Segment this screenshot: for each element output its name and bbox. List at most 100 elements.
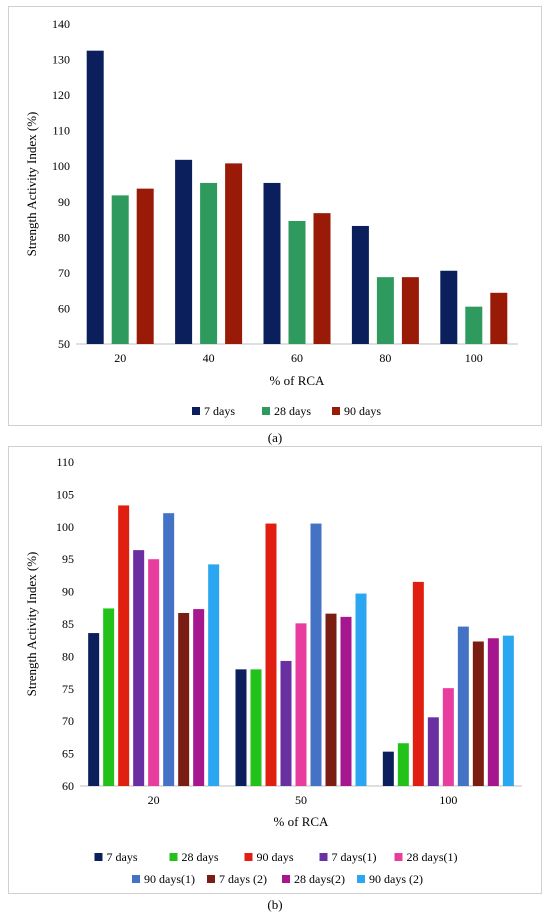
- chart-a-ytick-label: 50: [58, 337, 70, 351]
- chart-b-legend-label: 28 days(1): [407, 850, 458, 864]
- chart-a-bar-2-40: [200, 182, 218, 344]
- chart-b-legend-swatch: [169, 853, 178, 861]
- chart-b-bar-3-20: [118, 505, 130, 786]
- chart-a-bar-1-20: [86, 50, 104, 345]
- chart-b-legend-swatch: [394, 853, 403, 861]
- chart-a-legend-label: 90 days: [344, 404, 381, 418]
- chart-a-bar-3-40: [225, 163, 243, 344]
- chart-a-x-axis-label: % of RCA: [270, 373, 326, 388]
- chart-a-xtick-label: 60: [291, 351, 303, 365]
- chart-b-bar-2-20: [103, 608, 115, 786]
- chart-a-ytick-label: 140: [52, 17, 70, 31]
- chart-b-legend-swatch: [244, 853, 253, 861]
- chart-b-legend-label: 7 days(1): [332, 850, 377, 864]
- chart-a-ytick-label: 60: [58, 301, 70, 315]
- caption-a: (a): [267, 430, 283, 445]
- chart-b-bar-6-50: [310, 523, 322, 786]
- chart-b-bar-6-100: [457, 626, 469, 786]
- chart-b-bar-9-20: [208, 564, 220, 786]
- chart-a-y-axis-label: Strength Activity Index (%): [24, 112, 39, 257]
- chart-b-legend-swatch: [132, 875, 140, 883]
- chart-b-bar-4-100: [427, 717, 439, 786]
- chart-b-legend-label: 7 days: [107, 850, 138, 864]
- chart-a-xtick-label: 80: [379, 351, 391, 365]
- chart-b-bar-8-100: [487, 638, 499, 786]
- chart-a-bar-2-20: [111, 195, 129, 344]
- chart-a-xtick-label: 20: [114, 351, 126, 365]
- chart-b-bar-6-20: [163, 513, 175, 786]
- chart-b-legend-label: 90 days (2): [369, 872, 423, 886]
- chart-b-y-axis-label: Strength Activity Index (%): [24, 552, 39, 697]
- chart-a-legend-swatch: [192, 407, 200, 415]
- chart-b-bar-4-50: [280, 660, 292, 786]
- chart-b-bar-1-50: [235, 669, 247, 786]
- chart-b-ytick-label: 85: [62, 617, 74, 631]
- chart-b-bar-5-100: [442, 688, 454, 786]
- chart-b-legend-swatch: [94, 853, 103, 861]
- chart-a-bar-2-60: [288, 220, 306, 344]
- chart-a-legend-label: 28 days: [274, 404, 311, 418]
- chart-a-legend-label: 7 days: [204, 404, 235, 418]
- chart-a-bar-3-60: [313, 213, 331, 344]
- chart-b-bar-9-50: [355, 593, 367, 786]
- chart-b-bar-3-100: [412, 581, 424, 786]
- chart-a-ytick-label: 120: [52, 88, 70, 102]
- chart-b-ytick-label: 90: [62, 585, 74, 599]
- chart-b-legend-swatch: [282, 875, 290, 883]
- chart-b-bar-8-20: [193, 609, 205, 786]
- chart-b-bar-5-20: [148, 559, 160, 786]
- chart-a-ytick-label: 90: [58, 195, 70, 209]
- chart-b-bar-1-100: [382, 751, 394, 786]
- chart-a-bar-1-80: [351, 225, 369, 344]
- chart-b-ytick-label: 100: [56, 520, 74, 534]
- chart-a-ytick-label: 100: [52, 159, 70, 173]
- chart-b-legend-label: 7 days (2): [219, 872, 267, 886]
- chart-b-legend-swatch: [319, 853, 328, 861]
- chart-b-legend-label: 28 days(2): [294, 872, 345, 886]
- chart-a-ytick-label: 130: [52, 53, 70, 67]
- chart-a-ytick-label: 110: [52, 124, 70, 138]
- chart-b-bar-7-20: [178, 612, 190, 786]
- chart-b-ytick-label: 60: [62, 779, 74, 793]
- chart-b-ytick-label: 105: [56, 487, 74, 501]
- chart-b-bar-2-100: [397, 743, 409, 786]
- chart-a-bar-3-80: [401, 277, 419, 344]
- chart-b-bar-8-50: [340, 616, 352, 786]
- chart-b-ytick-label: 70: [62, 714, 74, 728]
- chart-b-bar-3-50: [265, 523, 277, 786]
- chart-b-legend-label: 90 days(1): [144, 872, 195, 886]
- chart-b-ytick-label: 95: [62, 552, 74, 566]
- chart-b-x-axis-label: % of RCA: [274, 814, 330, 829]
- chart-b-xtick-label: 50: [295, 793, 307, 807]
- chart-a-ytick-label: 80: [58, 230, 70, 244]
- chart-a-ytick-label: 70: [58, 266, 70, 280]
- chart-b-ytick-label: 110: [56, 455, 74, 469]
- chart-b-xtick-label: 100: [439, 793, 457, 807]
- chart-b-bar-1-20: [88, 633, 100, 786]
- caption-b: (b): [267, 897, 283, 912]
- chart-b-legend-swatch: [357, 875, 365, 883]
- chart-b-bar-4-20: [133, 550, 145, 786]
- chart-b-legend-label: 90 days: [257, 850, 294, 864]
- chart-a-legend-swatch: [262, 407, 270, 415]
- chart-b-ytick-label: 65: [62, 747, 74, 761]
- chart-a-legend-swatch: [332, 407, 340, 415]
- chart-b-ytick-label: 75: [62, 682, 74, 696]
- chart-a-bar-2-100: [465, 306, 483, 344]
- chart-a-bar-3-20: [136, 188, 154, 344]
- chart-b-legend-label: 28 days: [182, 850, 219, 864]
- chart-a-xtick-label: 40: [203, 351, 215, 365]
- chart-b-legend-swatch: [207, 875, 215, 883]
- chart-b-bar-2-50: [250, 669, 262, 786]
- chart-a-bar-3-100: [490, 292, 508, 344]
- chart-b-bar-7-50: [325, 613, 337, 786]
- chart-b-bar-9-100: [502, 635, 514, 786]
- chart-a-bar-1-100: [440, 270, 458, 344]
- chart-a-bar-1-60: [263, 182, 281, 344]
- chart-b-bar-5-50: [295, 623, 307, 786]
- chart-b-bar-7-100: [472, 641, 484, 786]
- chart-b-ytick-label: 80: [62, 649, 74, 663]
- chart-b-xtick-label: 20: [148, 793, 160, 807]
